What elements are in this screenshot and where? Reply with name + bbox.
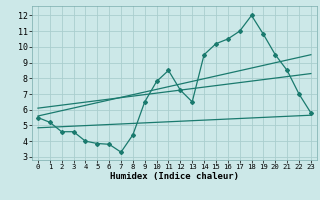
X-axis label: Humidex (Indice chaleur): Humidex (Indice chaleur) [110, 172, 239, 181]
